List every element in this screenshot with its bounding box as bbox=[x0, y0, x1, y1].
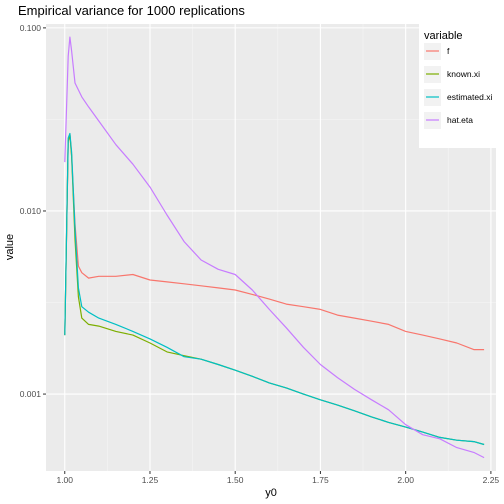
legend-label: hat.eta bbox=[447, 115, 473, 125]
x-tick-label: 1.25 bbox=[142, 475, 159, 485]
legend-label: estimated.xi bbox=[447, 92, 492, 102]
y-tick-label: 0.100 bbox=[20, 23, 42, 33]
legend: variable f known.xi estimated.xi hat.eta bbox=[419, 24, 504, 148]
legend-items: f known.xi estimated.xi hat.eta bbox=[424, 43, 492, 129]
series-layer bbox=[64, 36, 485, 459]
x-tick-label: 2.00 bbox=[397, 475, 414, 485]
x-tick-label: 2.25 bbox=[483, 475, 500, 485]
series-line-hat-eta bbox=[64, 36, 485, 459]
x-tick-label: 1.75 bbox=[312, 475, 329, 485]
legend-label: f bbox=[447, 46, 450, 56]
x-tick-label: 1.00 bbox=[56, 475, 73, 485]
legend-label: known.xi bbox=[447, 69, 480, 79]
legend-title: variable bbox=[424, 30, 463, 42]
x-axis-ticks: 1.00 1.25 1.50 1.75 2.00 2.25 bbox=[56, 471, 499, 485]
y-tick-label: 0.010 bbox=[20, 206, 42, 216]
series-line-f bbox=[64, 133, 485, 351]
y-tick-label: 0.001 bbox=[20, 389, 42, 399]
grid-major bbox=[46, 24, 496, 471]
x-axis-label: y0 bbox=[265, 487, 277, 499]
series-line-estimated-xi bbox=[64, 132, 485, 446]
y-axis-label: value bbox=[4, 234, 16, 260]
y-axis-ticks: 0.001 0.010 0.100 bbox=[20, 23, 46, 399]
legend-background bbox=[419, 24, 504, 148]
chart-title: Empirical variance for 1000 replications bbox=[18, 3, 245, 18]
x-tick-label: 1.50 bbox=[227, 475, 244, 485]
